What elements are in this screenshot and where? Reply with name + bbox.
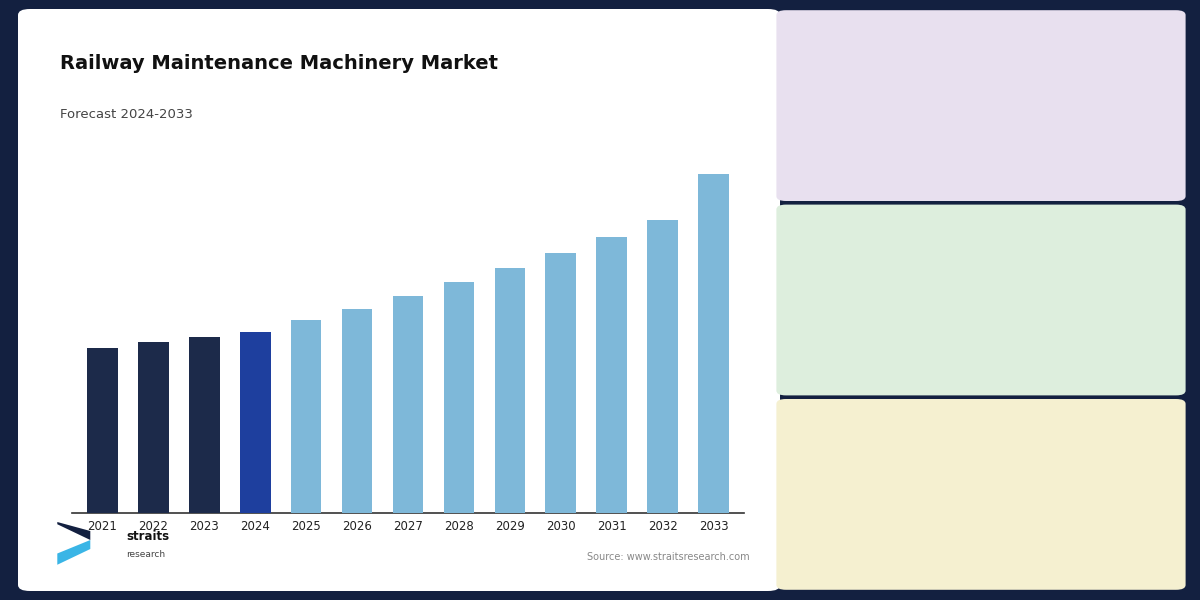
Bar [342, 308, 372, 513]
Bar [698, 174, 728, 513]
Bar [392, 296, 424, 513]
Bar [546, 253, 576, 513]
Text: Railway Maintenance Machinery Market: Railway Maintenance Machinery Market [60, 54, 498, 73]
Bar [88, 347, 118, 513]
Text: CAGR (2024-2033): CAGR (2024-2033) [919, 334, 1043, 346]
Text: Forecast 2024-2033: Forecast 2024-2033 [60, 108, 193, 121]
Bar [596, 237, 626, 513]
Text: Market Size in 2033: Market Size in 2033 [916, 448, 1046, 461]
Text: research: research [127, 550, 166, 559]
Text: USD 4.19 Billion: USD 4.19 Billion [868, 121, 1094, 145]
Bar [190, 337, 220, 513]
Text: Market Size in 2024: Market Size in 2024 [916, 59, 1046, 72]
Polygon shape [58, 540, 90, 565]
Bar [444, 282, 474, 513]
Bar [647, 220, 678, 513]
Bar [290, 320, 322, 513]
Text: Source: www.straitsresearch.com: Source: www.straitsresearch.com [587, 552, 750, 562]
Text: USD 7.20 Billion: USD 7.20 Billion [868, 509, 1094, 533]
Text: straits: straits [127, 530, 169, 543]
Bar [494, 268, 526, 513]
Polygon shape [58, 522, 90, 540]
Text: 6.20%: 6.20% [937, 261, 1025, 285]
Bar [138, 342, 169, 513]
Bar [240, 332, 270, 513]
